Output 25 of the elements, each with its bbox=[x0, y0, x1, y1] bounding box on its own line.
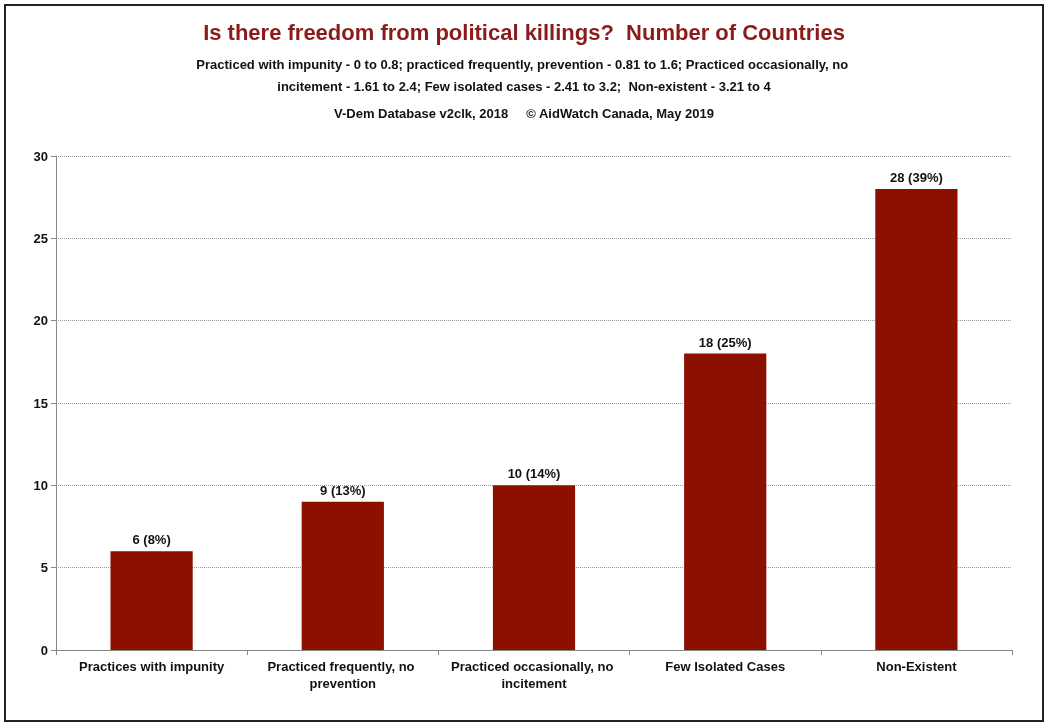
bar bbox=[684, 353, 767, 650]
x-tick-label: Non-Existent bbox=[876, 659, 958, 674]
y-tick-label: 5 bbox=[40, 560, 48, 576]
bar bbox=[110, 551, 193, 650]
bar bbox=[301, 501, 384, 650]
x-tick-label: Few Isolated Cases bbox=[665, 659, 786, 674]
data-label: 6 (8%) bbox=[132, 532, 171, 548]
bar bbox=[875, 188, 958, 650]
x-tick-label: Practiced frequently, no prevention bbox=[267, 659, 419, 691]
text: V-Dem Database v2clk, 2018 © AidWatch Canada, May 2019 bbox=[333, 106, 715, 121]
y-tick-label: 20 bbox=[33, 313, 48, 329]
chart-subtitle: Practiced with impunity - 0 to 0.8; practiced frequently, prevention - 0.81 to 1.6; Practiced occasionally, no incitement - 1.61 to 2.4; Few isolated cases - 2.41 to 3.2; Non-existent - 3.21 to 4 bbox=[196, 56, 852, 94]
bar bbox=[492, 485, 576, 650]
data-label: 10 (14%) bbox=[507, 466, 561, 482]
chart-title: Is there freedom from political killings? Number of Countries bbox=[203, 19, 845, 45]
data-label: 28 (39%) bbox=[890, 169, 943, 185]
data-label: 18 (25%) bbox=[698, 334, 752, 350]
x-tick-label: Practices with impunity bbox=[79, 659, 225, 674]
y-tick-label: 10 bbox=[33, 477, 48, 493]
y-tick-label: 0 bbox=[40, 642, 48, 658]
y-tick-label: 25 bbox=[33, 230, 48, 246]
y-tick-label: 15 bbox=[33, 395, 48, 411]
y-tick-label: 30 bbox=[33, 148, 48, 164]
x-tick-label: Practiced occasionally, no incitement bbox=[451, 659, 617, 691]
data-label: 9 (13%) bbox=[320, 482, 366, 498]
